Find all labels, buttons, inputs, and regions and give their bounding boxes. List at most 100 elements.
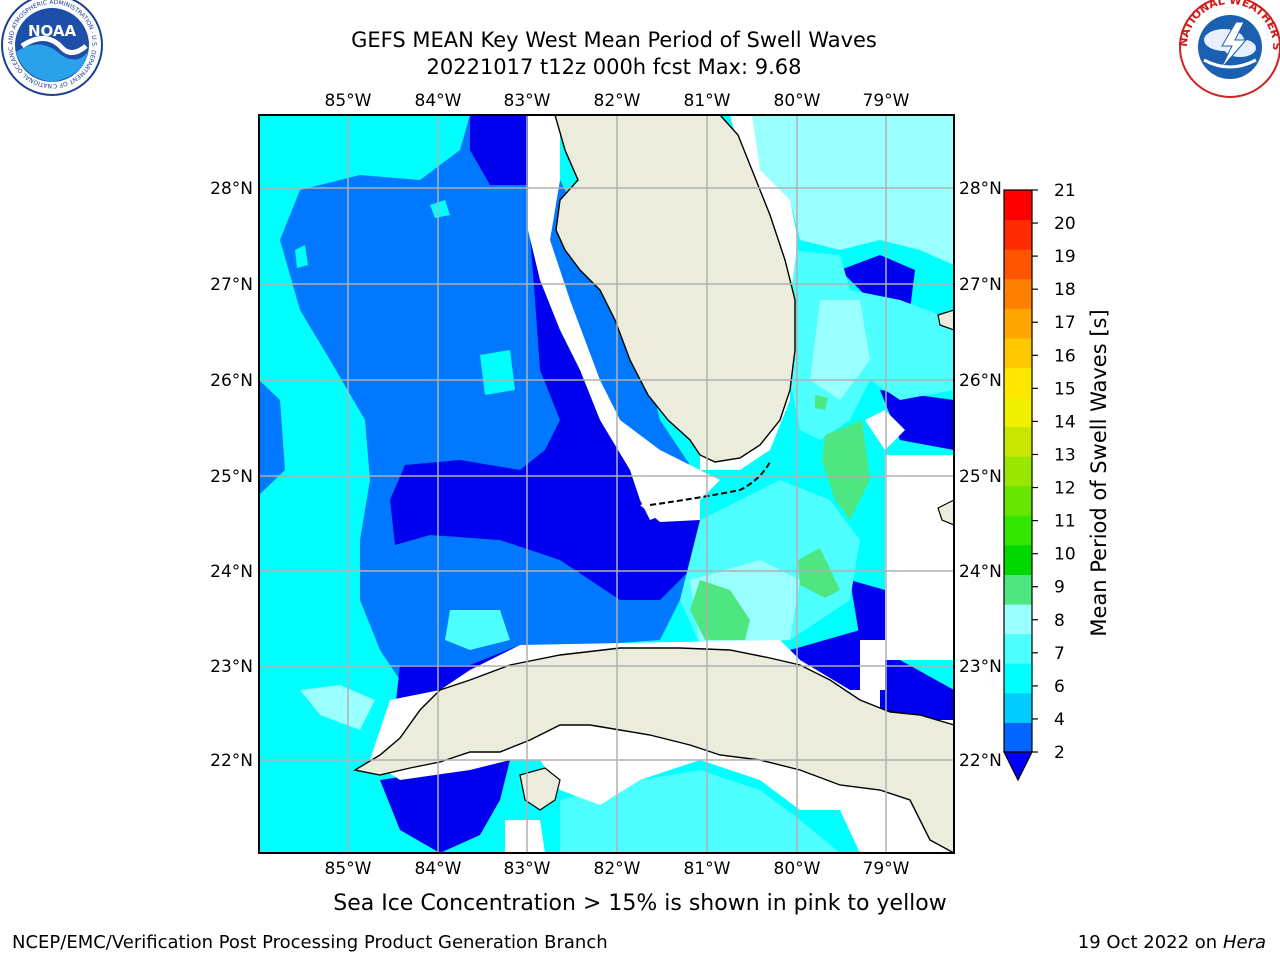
lon-label: 83°W [504, 859, 551, 879]
axis-labels: 85°W 85°W 84°W 84°W 83°W 83°W 82°W 82°W 81°W 81°W… [210, 91, 1002, 879]
land-grand-bahama [937, 309, 954, 331]
lat-label: 25°N [210, 467, 253, 487]
lon-label: 84°W [415, 91, 462, 111]
lat-label: 24°N [210, 562, 253, 582]
colorbar-segment [1004, 633, 1032, 664]
lat-label: 23°N [210, 657, 253, 677]
lat-label-right: 26°N [959, 371, 1002, 391]
colorbar-tick-label: 19 [1054, 247, 1076, 267]
lat-label: 22°N [210, 751, 253, 771]
lat-label-right: 25°N [959, 467, 1002, 487]
lon-label: 85°W [325, 859, 372, 879]
lon-label: 85°W [325, 91, 372, 111]
graticule [259, 115, 954, 853]
colorbar-segment [1004, 426, 1032, 457]
chart-subtitle: 20221017 t12z 000h fcst Max: 9.68 [426, 55, 802, 79]
lat-label: 28°N [210, 179, 253, 199]
lat-label-right: 27°N [959, 275, 1002, 295]
swell-band-2to4-central [390, 235, 700, 600]
date-host: Hera [1222, 932, 1266, 953]
swell-band-8to9-a [822, 420, 870, 520]
swell-band-2to4-bahamas [840, 255, 915, 310]
sea-ice-note: Sea Ice Concentration > 15% is shown in … [333, 891, 947, 916]
lat-label-right: 23°N [959, 657, 1002, 677]
colorbar: 21 20 19 18 17 16 15 14 13 12 11 10 9 8 7 6 4 2 Mean Perio… [1003, 181, 1111, 782]
lon-label: 81°W [684, 91, 731, 111]
lat-label: 26°N [210, 371, 253, 391]
swell-band-8to9-c [798, 548, 840, 598]
lon-label: 79°W [863, 91, 910, 111]
chart-title: GEFS MEAN Key West Mean Period of Swell … [351, 28, 877, 52]
land-isla-juventud [519, 767, 561, 811]
colorbar-tick-label: 11 [1054, 512, 1076, 532]
colorbar-segment [1004, 190, 1032, 221]
colorbar-tick-label: 12 [1054, 479, 1076, 499]
colorbar-tick-label: 8 [1054, 611, 1065, 631]
colorbar-segment [1004, 456, 1032, 487]
florida-keys [649, 461, 771, 506]
colorbar-tick-label: 13 [1054, 445, 1076, 465]
colorbar-segment [1004, 485, 1032, 516]
lon-label: 82°W [594, 91, 641, 111]
colorbar-tick-label: 6 [1054, 677, 1065, 697]
colorbar-segment [1004, 574, 1032, 605]
colorbar-tick-label: 10 [1054, 545, 1076, 565]
colorbar-segment [1004, 219, 1032, 250]
generation-date: 19 Oct 2022 on Hera [1078, 932, 1266, 954]
colorbar-tick-label: 21 [1054, 181, 1076, 201]
date-prefix: 19 Oct 2022 on [1077, 932, 1218, 953]
colorbar-tick-label: 15 [1054, 379, 1076, 399]
lon-label: 81°W [684, 859, 731, 879]
svg-text:NATIONAL WEATHER SERVICE: NATIONAL WEATHER SERVICE [0, 0, 1280, 51]
swell-band-7to8-east [750, 115, 954, 265]
colorbar-segment [1004, 278, 1032, 309]
lon-label: 82°W [594, 859, 641, 879]
colorbar-tick-label: 7 [1054, 644, 1065, 664]
colorbar-tick-label: 2 [1054, 743, 1065, 763]
nws-logo: NATIONAL WEATHER SERVICE [0, 0, 1280, 98]
lat-label: 27°N [210, 275, 253, 295]
colorbar-under-arrow [1003, 751, 1033, 782]
swell-band-8to9-b [690, 580, 750, 640]
swell-band-4to6-west [259, 380, 285, 495]
land-andros [937, 499, 954, 526]
colorbar-segment [1004, 722, 1032, 753]
colorbar-tick-label: 18 [1054, 280, 1076, 300]
colorbar-tick-label: 17 [1054, 313, 1076, 333]
colorbar-segment [1004, 249, 1032, 280]
noaa-logo: NATIONAL OCEANIC AND ATMOSPHERIC ADMINIS… [0, 0, 103, 96]
colorbar-tick-label: 20 [1054, 214, 1076, 234]
map-frame [258, 114, 955, 854]
nws-ring-text: NATIONAL WEATHER SERVICE [0, 0, 1280, 51]
colorbar-tick-label: 14 [1054, 412, 1076, 432]
colorbar-segment [1004, 604, 1032, 635]
lon-label: 84°W [415, 859, 462, 879]
colorbar-segment [1004, 367, 1032, 398]
land-cuba [353, 647, 954, 853]
land-florida [554, 115, 796, 463]
colorbar-segment [1004, 692, 1032, 723]
no-data-west-florida [528, 115, 720, 520]
map-panel [259, 115, 954, 853]
swell-band-2to4-south [380, 760, 510, 853]
colorbar-segment [1004, 308, 1032, 339]
colorbar-segment [1004, 397, 1032, 428]
swell-band-2to4-north [470, 115, 540, 185]
colorbar-frame [1003, 189, 1033, 753]
lon-label: 79°W [863, 859, 910, 879]
colorbar-segment [1004, 337, 1032, 368]
colorbar-label: Mean Period of Swell Waves [s] [1087, 309, 1111, 636]
noaa-wordmark: NOAA [28, 22, 77, 40]
no-data-bahamas-south [885, 455, 954, 660]
credit-text: NCEP/EMC/Verification Post Processing Pr… [12, 932, 608, 953]
colorbar-tick-label: 9 [1054, 578, 1065, 598]
lon-label: 83°W [504, 91, 551, 111]
lon-label: 80°W [774, 91, 821, 111]
colorbar-segment [1004, 515, 1032, 546]
colorbar-tick-label: 16 [1054, 346, 1076, 366]
lat-label-right: 24°N [959, 562, 1002, 582]
colorbar-segment [1004, 544, 1032, 576]
lon-label: 80°W [774, 859, 821, 879]
colorbar-segment [1004, 663, 1032, 694]
